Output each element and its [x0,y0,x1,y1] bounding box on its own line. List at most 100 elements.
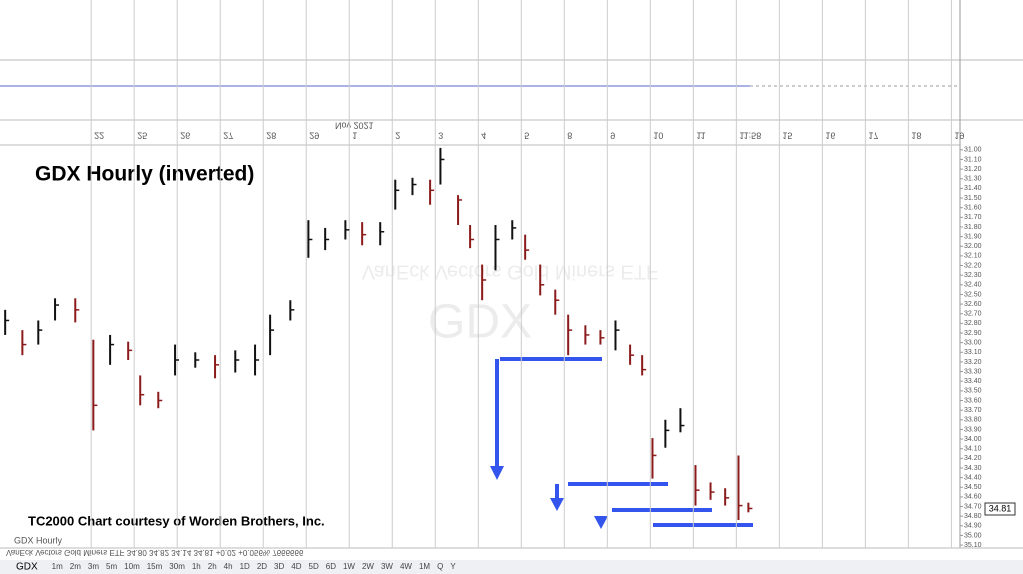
y-tick-label: 34.00 [964,436,982,443]
y-tick-label: 34.90 [964,523,982,530]
y-tick-label: 35.10 [964,542,982,549]
toolbar-button[interactable]: 1D [240,562,250,571]
y-tick-label: 32.50 [964,291,982,298]
y-tick-label: 34.30 [964,465,982,472]
annotations [490,357,753,529]
toolbar-button[interactable]: 6D [326,562,336,571]
toolbar-button[interactable]: 1m [52,562,63,571]
toolbar-button[interactable]: 4D [291,562,301,571]
toolbar-button[interactable]: 2m [70,562,81,571]
y-tick-label: 31.30 [964,176,982,183]
x-tick-label: 19 [954,130,964,140]
toolbar-button[interactable]: 5D [309,562,319,571]
toolbar-button[interactable]: 1h [192,562,201,571]
x-tick-label: 17 [868,130,878,140]
x-tick-label: 4 [481,130,486,140]
y-tick-label: 32.80 [964,320,982,327]
y-tick-label: 31.70 [964,214,982,221]
watermark-name: VanEck Vectors Gold Miners ETF [362,260,658,282]
credit: TC2000 Chart courtesy of Worden Brothers… [28,513,325,528]
y-tick-label: 34.10 [964,446,982,453]
y-tick-label: 33.30 [964,368,982,375]
status-line: VanEck Vectors Gold Miners ETF 34.80 34.… [6,548,304,557]
x-tick-label: 3 [438,130,443,140]
month-label: Nov 2021 [335,120,374,130]
y-tick-label: 34.70 [964,503,982,510]
toolbar-button[interactable]: 4h [224,562,233,571]
y-tick-label: 34.50 [964,484,982,491]
y-tick-label: 34.40 [964,474,982,481]
x-tick-label: 11 [696,130,705,140]
x-tick-label: 25 [137,130,147,140]
toolbar-button[interactable]: 2W [362,562,374,571]
y-tick-label: 33.40 [964,378,982,385]
y-tick-label: 33.70 [964,407,982,414]
x-tick-label: 9 [610,130,615,140]
y-tick-label: 31.50 [964,195,982,202]
y-tick-label: 35.00 [964,532,982,539]
toolbar-button[interactable]: 3D [274,562,284,571]
watermark: GDX [428,296,532,349]
x-tick-label: 15 [782,130,792,140]
chart-title: GDX Hourly (inverted) [35,163,254,186]
toolbar-button[interactable]: 3W [381,562,393,571]
y-tick-label: 31.10 [964,156,982,163]
y-tick-label: 31.90 [964,233,982,240]
toolbar-button[interactable]: 1M [419,562,430,571]
x-tick-label: 29 [309,130,319,140]
arrowhead [490,466,504,480]
toolbar-button[interactable]: GDX [16,562,38,573]
y-tick-label: 32.00 [964,243,982,250]
y-tick-label: 32.70 [964,311,982,318]
y-tick-label: 34.60 [964,494,982,501]
y-tick-label: 31.20 [964,166,982,173]
x-tick-label: 8 [567,130,572,140]
y-tick-label: 33.00 [964,339,982,346]
y-tick-label: 32.10 [964,253,982,260]
y-tick-label: 32.30 [964,272,982,279]
toolbar-button[interactable]: 1W [343,562,355,571]
toolbar-button[interactable]: Y [450,562,456,571]
toolbar-button[interactable]: 30m [169,562,185,571]
y-tick-label: 32.60 [964,301,982,308]
x-tick-label: 18 [911,130,921,140]
toolbar [0,560,1023,574]
arrowhead [550,498,564,511]
x-tick-label: 11:58 [739,130,761,140]
y-tick-label: 33.60 [964,397,982,404]
x-tick-label: 5 [524,130,529,140]
x-tick-label: 2 [395,130,400,140]
toolbar-button[interactable]: 10m [124,562,140,571]
x-tick-label: 10 [653,130,663,140]
x-tick-label: 26 [180,130,190,140]
x-tick-label: 27 [223,130,233,140]
x-tick-label: 22 [94,130,104,140]
x-tick-label: 28 [266,130,276,140]
y-tick-label: 31.80 [964,224,982,231]
arrowhead [594,516,608,529]
toolbar-button[interactable]: 15m [147,562,163,571]
toolbar-button[interactable]: 4W [400,562,412,571]
y-tick-label: 34.80 [964,513,982,520]
y-tick-label: 33.80 [964,417,982,424]
last-price-box [984,502,1016,516]
toolbar-button[interactable]: Q [437,562,443,571]
toolbar-button[interactable]: 2h [208,562,217,571]
toolbar-button[interactable]: 3m [88,562,99,571]
y-tick-label: 31.40 [964,185,982,192]
y-tick-label: 33.10 [964,349,982,356]
y-tick-label: 32.40 [964,282,982,289]
y-tick-label: 33.20 [964,359,982,366]
y-tick-label: 31.60 [964,205,982,212]
y-tick-label: 32.90 [964,330,982,337]
x-tick-label: 1 [352,130,357,140]
y-tick-label: 31.00 [964,147,982,154]
x-tick-label: 16 [825,130,835,140]
y-tick-label: 34.20 [964,455,982,462]
toolbar-button[interactable]: 2D [257,562,267,571]
toolbar-button[interactable]: 5m [106,562,117,571]
y-tick-label: 32.20 [964,262,982,269]
